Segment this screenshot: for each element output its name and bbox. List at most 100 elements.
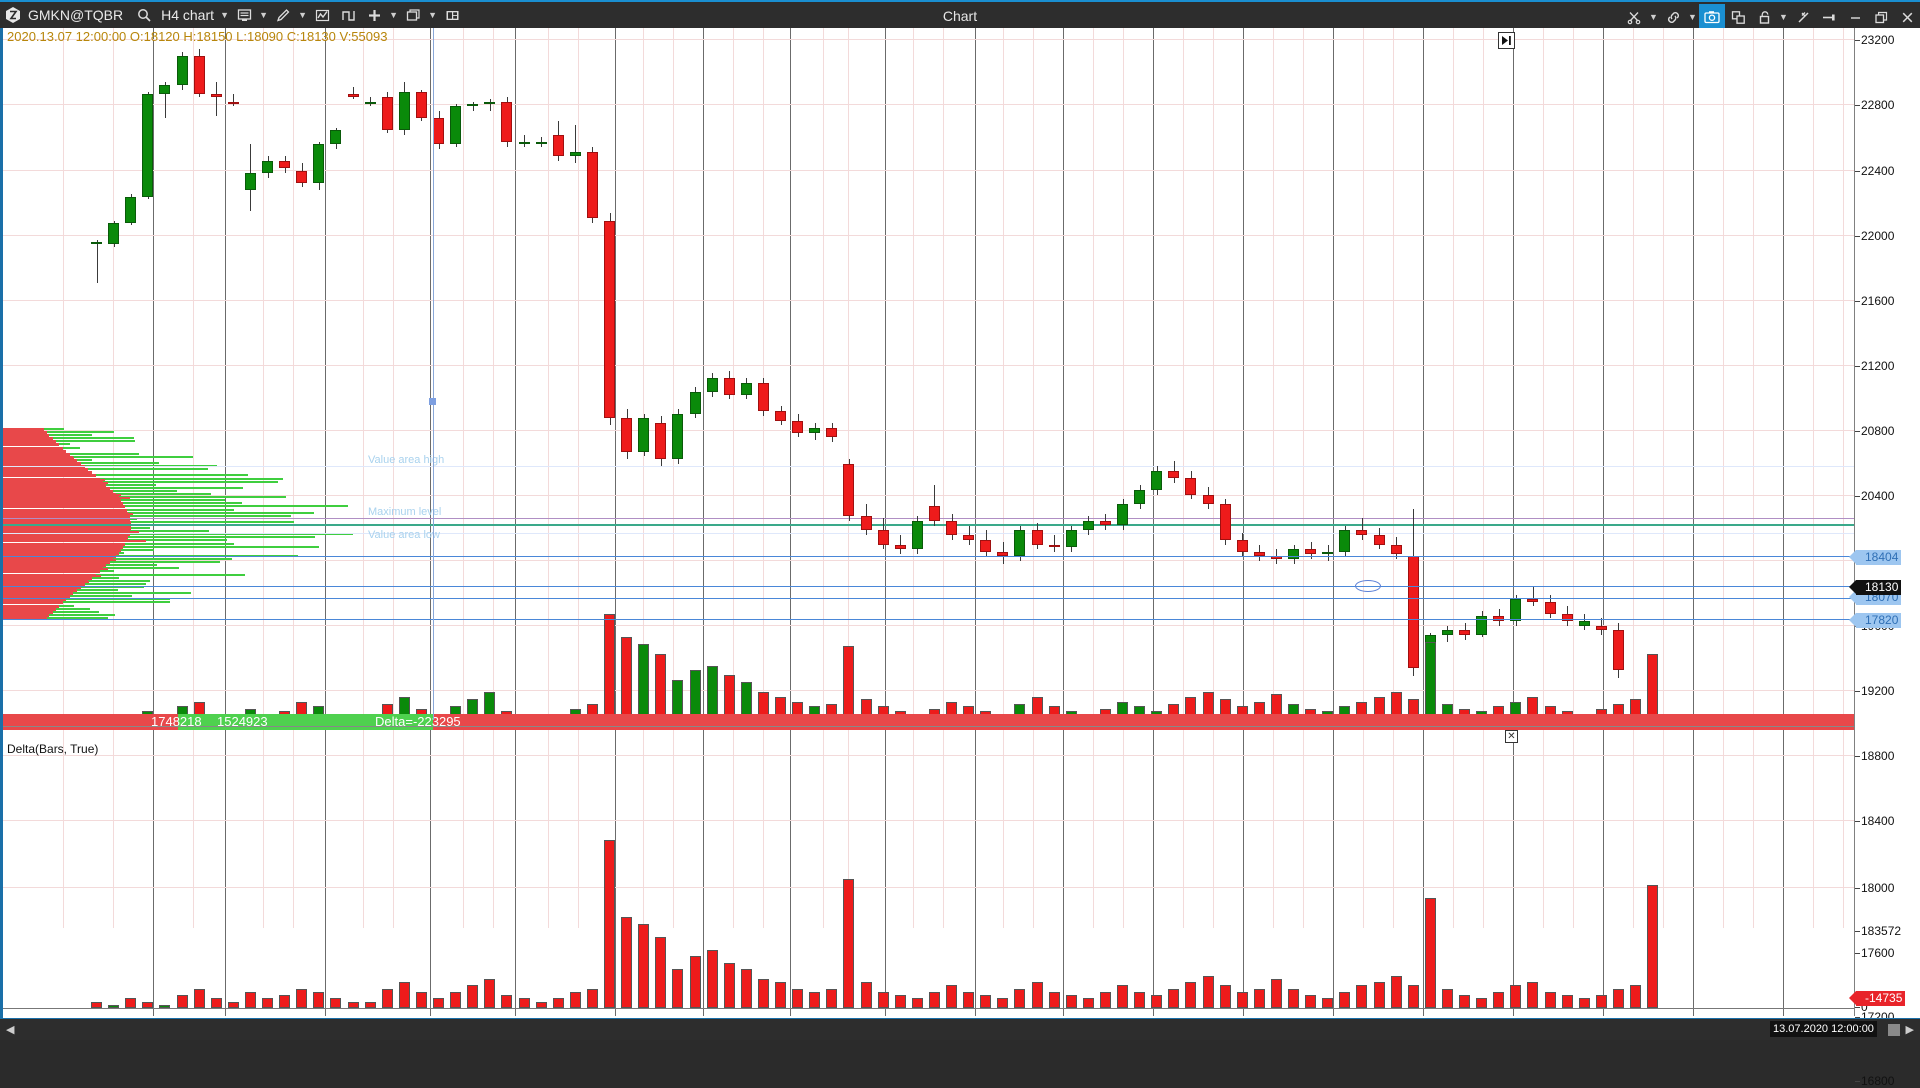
minimize-icon[interactable] [1842, 4, 1868, 30]
price-label-black[interactable]: 18130 [1856, 580, 1901, 595]
price-tick: 20800 [1855, 424, 1894, 438]
crosshair-marker[interactable] [429, 398, 436, 405]
chevron-down-icon[interactable]: ▼ [296, 2, 309, 28]
window-icon[interactable] [400, 2, 426, 28]
delta-bar [1493, 992, 1504, 1008]
search-icon[interactable] [131, 2, 157, 28]
panel-icon[interactable] [231, 2, 257, 28]
step-chart-icon[interactable] [335, 2, 361, 28]
candle-body [1083, 521, 1094, 531]
grid-line-horizontal [3, 300, 1857, 301]
delta-bar [1510, 985, 1521, 1008]
grid-line-horizontal [3, 235, 1857, 236]
delta-bar [980, 995, 991, 1008]
candle-body [108, 223, 119, 244]
time-axis-selected-label[interactable]: 13.07.2020 12:00:00 [1770, 1021, 1877, 1037]
pane-separator [3, 726, 1857, 727]
candle-body [1545, 602, 1556, 614]
scroll-right-icon[interactable]: ▶ [1906, 1023, 1914, 1036]
layout-icon[interactable] [439, 2, 465, 28]
chart-plot-area[interactable]: 2020.13.07 12:00:00 O:18120 H:18150 L:18… [3, 28, 1857, 1016]
delta-bar [501, 995, 512, 1008]
chevron-down-icon[interactable]: ▼ [257, 2, 270, 28]
candle-body [1527, 599, 1538, 601]
delta-bar [861, 982, 872, 1008]
candle-body [1288, 549, 1299, 559]
ohlc-info: 2020.13.07 12:00:00 O:18120 H:18150 L:18… [7, 29, 387, 44]
lock-icon[interactable] [1751, 4, 1777, 30]
link-icon[interactable] [1660, 4, 1686, 30]
symbol-label[interactable]: GMKN@TQBR [26, 7, 131, 23]
chevron-down-icon[interactable]: ▼ [1777, 4, 1790, 30]
candle-body [1049, 545, 1060, 547]
chevron-down-icon[interactable]: ▼ [1647, 4, 1660, 30]
magic-wand-icon[interactable] [1790, 4, 1816, 30]
scroll-thumb[interactable] [1888, 1024, 1900, 1036]
profile-level-line [3, 533, 1857, 534]
price-level-line[interactable] [3, 619, 1857, 620]
chevron-down-icon[interactable]: ▼ [1686, 4, 1699, 30]
delta-bar [1237, 992, 1248, 1008]
profile-maximum_level_label: Maximum level [368, 506, 441, 518]
timeframe-label[interactable]: H4 chart [157, 7, 218, 23]
selection-ellipse[interactable] [1355, 580, 1381, 592]
plus-icon[interactable] [361, 2, 387, 28]
delta-bar [519, 998, 530, 1008]
delta-price-label[interactable]: -14735 [1856, 991, 1905, 1006]
delta-bar [365, 1002, 376, 1008]
chevron-down-icon[interactable]: ▼ [218, 2, 231, 28]
close-icon[interactable] [1894, 4, 1920, 30]
delta-bar [1562, 995, 1573, 1008]
camera-icon[interactable] [1699, 4, 1725, 30]
chevron-down-icon[interactable]: ▼ [387, 2, 400, 28]
pin-icon[interactable] [1816, 4, 1842, 30]
copy-icon[interactable] [1725, 4, 1751, 30]
candle-body [587, 152, 598, 219]
scroll-to-end-button[interactable] [1498, 32, 1515, 49]
candle-body [228, 102, 239, 104]
delta-bar [450, 992, 461, 1008]
price-label-blue[interactable]: 18404 [1856, 550, 1901, 565]
delta-bar [348, 1002, 359, 1008]
delta-bar [1049, 992, 1060, 1008]
price-label-blue[interactable]: 17820 [1856, 613, 1901, 628]
price-tick: 22800 [1855, 98, 1894, 112]
price-tick: 16800 [1855, 1074, 1894, 1088]
delta-bar [638, 924, 649, 1008]
delta-bar [1339, 992, 1350, 1008]
pencil-icon[interactable] [270, 2, 296, 28]
candle-body [365, 102, 376, 104]
delta-bar [1374, 982, 1385, 1008]
delta-bar [929, 992, 940, 1008]
delta-bar [194, 989, 205, 1008]
candle-body [604, 221, 615, 419]
crosshair-vertical [433, 28, 434, 720]
delta-bar [570, 992, 581, 1008]
candle-body [194, 56, 205, 94]
delta-bar [1545, 992, 1556, 1008]
delta-indicator-pane: Delta(Bars, True) [3, 740, 1791, 1008]
delta-bar [724, 963, 735, 1008]
restore-icon[interactable] [1868, 4, 1894, 30]
grid-line [1843, 28, 1844, 928]
delta-bar [587, 989, 598, 1008]
delta-bar [1442, 989, 1453, 1008]
candle-body [279, 161, 290, 168]
candle-body [211, 94, 222, 96]
delta-bar [553, 998, 564, 1008]
price-level-line[interactable] [3, 556, 1857, 557]
price-level-line[interactable] [3, 586, 1857, 587]
scissors-icon[interactable] [1621, 4, 1647, 30]
price-level-line[interactable] [3, 598, 1857, 599]
chevron-down-icon[interactable]: ▼ [426, 2, 439, 28]
delta-pane-close-button[interactable]: ✕ [1505, 730, 1518, 743]
indicator-icon[interactable] [309, 2, 335, 28]
candle-wick [1362, 518, 1363, 539]
profile-sell-volume: 1524923 [217, 714, 268, 730]
delta-bar [1100, 992, 1111, 1008]
candle-wick [575, 125, 576, 163]
horizontal-scrollbar[interactable]: ◀ ▶ [0, 1018, 1920, 1040]
scroll-left-icon[interactable]: ◀ [6, 1023, 14, 1036]
candle-body [621, 418, 632, 451]
